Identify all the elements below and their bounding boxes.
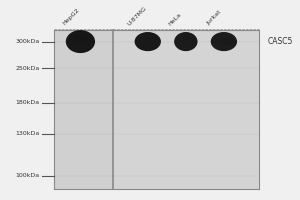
Ellipse shape	[135, 32, 161, 51]
Text: U-87MG: U-87MG	[127, 5, 148, 26]
Ellipse shape	[174, 32, 197, 51]
Text: HeLa: HeLa	[168, 11, 182, 26]
Text: HepG2: HepG2	[62, 8, 81, 26]
Text: 300kDa: 300kDa	[15, 39, 39, 44]
Ellipse shape	[66, 30, 95, 53]
Ellipse shape	[143, 37, 159, 46]
FancyBboxPatch shape	[54, 30, 259, 189]
FancyBboxPatch shape	[54, 30, 112, 189]
Ellipse shape	[73, 33, 88, 42]
Text: CASC5: CASC5	[268, 37, 293, 46]
Ellipse shape	[211, 32, 237, 51]
FancyBboxPatch shape	[112, 30, 259, 189]
Text: 250kDa: 250kDa	[15, 66, 39, 71]
Text: 180kDa: 180kDa	[15, 100, 39, 105]
Ellipse shape	[182, 37, 196, 46]
Ellipse shape	[219, 37, 235, 46]
Text: Jurkat: Jurkat	[206, 10, 222, 26]
Text: 130kDa: 130kDa	[15, 131, 39, 136]
Text: 100kDa: 100kDa	[15, 173, 39, 178]
